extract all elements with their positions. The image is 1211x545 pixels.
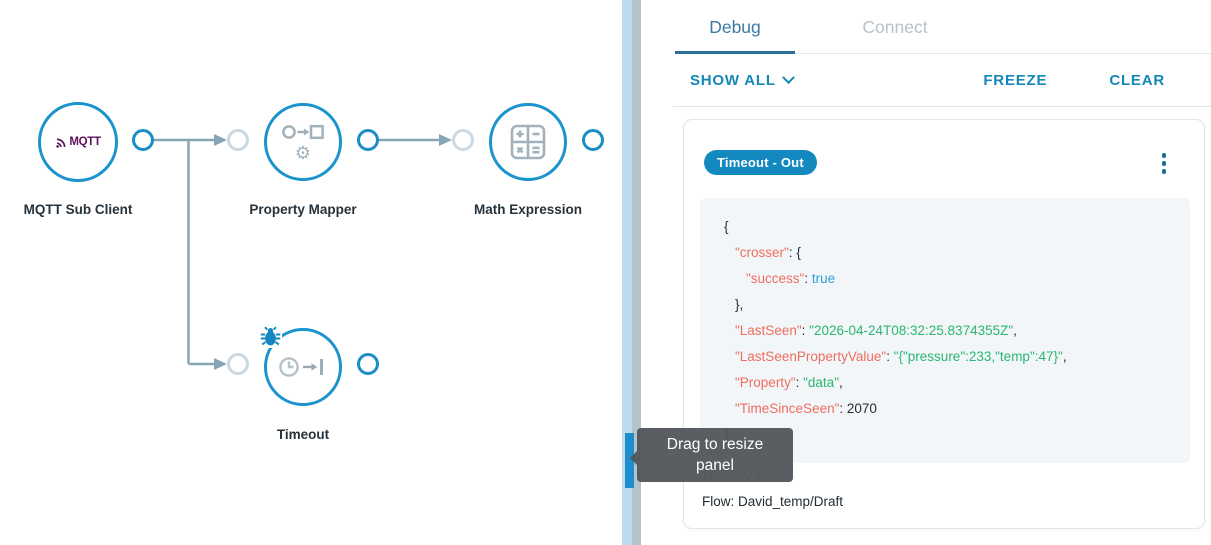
- tooltip-text: Drag to resize panel: [666, 436, 764, 474]
- debug-toolbar: SHOW ALL FREEZE CLEAR: [641, 54, 1211, 107]
- json-line: "Property": "data",: [735, 375, 843, 390]
- flow-canvas[interactable]: MQTT ⚙: [0, 0, 622, 545]
- json-line: {: [724, 219, 729, 234]
- panel-divider-track: [632, 0, 641, 545]
- freeze-button[interactable]: FREEZE: [983, 72, 1048, 89]
- json-line: "success": true: [746, 271, 836, 286]
- node-label-math-expression: Math Expression: [473, 202, 583, 217]
- panel-resize-handle[interactable]: [625, 433, 634, 488]
- json-line: "TimeSinceSeen": 2070: [735, 401, 877, 416]
- input-port-math-expression[interactable]: [452, 129, 474, 151]
- panel-divider: [622, 0, 632, 545]
- svg-text:⚙: ⚙: [295, 143, 311, 164]
- json-line: },: [735, 297, 744, 312]
- json-line: "crosser": {: [735, 245, 801, 260]
- json-payload-viewer[interactable]: { "crosser": { "success": true}, "LastSeen"…: [700, 198, 1190, 463]
- output-port-timeout[interactable]: [357, 353, 379, 375]
- tooltip-arrow-icon: [630, 451, 637, 465]
- active-tab-underline: [675, 51, 795, 54]
- node-mqtt-sub-client[interactable]: MQTT: [38, 102, 118, 182]
- input-port-timeout[interactable]: [227, 353, 249, 375]
- message-source-badge[interactable]: Timeout - Out: [704, 150, 817, 175]
- arrowhead-icon: [214, 134, 227, 146]
- output-port-mqtt[interactable]: [132, 129, 154, 151]
- node-label-timeout: Timeout: [276, 427, 330, 442]
- mqtt-logo-text: MQTT: [69, 136, 101, 148]
- node-property-mapper[interactable]: ⚙: [264, 103, 342, 181]
- wires-layer: [132, 129, 604, 375]
- node-math-expression[interactable]: [489, 103, 567, 181]
- json-line: "LastSeen": "2026-04-24T08:32:25.8374355…: [735, 323, 1017, 338]
- mqtt-logo-icon: MQTT: [55, 136, 101, 149]
- show-all-label: SHOW ALL: [690, 72, 776, 89]
- property-mapper-icon: ⚙: [282, 124, 324, 164]
- math-expression-icon: [510, 124, 546, 160]
- debug-message-card: Timeout - Out { "crosser": { "success": tr…: [683, 119, 1205, 529]
- arrowhead-icon: [439, 134, 452, 146]
- tab-debug[interactable]: Debug: [709, 16, 761, 37]
- timeout-icon: [279, 357, 323, 377]
- drag-to-resize-tooltip: Drag to resize panel: [630, 428, 793, 482]
- output-port-property-mapper[interactable]: [357, 129, 379, 151]
- kebab-menu-icon[interactable]: [1160, 151, 1169, 176]
- chevron-down-icon: [781, 71, 795, 85]
- panel-tabbar: Debug Connect: [641, 0, 1211, 54]
- clear-button[interactable]: CLEAR: [1109, 72, 1165, 89]
- arrowhead-icon: [214, 358, 227, 370]
- wire-mqtt-branch[interactable]: [152, 138, 190, 364]
- mqtt-wave-icon: [56, 138, 66, 148]
- flow-source-label: Flow: David_temp/Draft: [702, 494, 844, 509]
- input-port-property-mapper[interactable]: [227, 129, 249, 151]
- tab-connect[interactable]: Connect: [862, 16, 928, 37]
- output-port-math-expression[interactable]: [582, 129, 604, 151]
- json-line: "LastSeenPropertyValue": "{"pressure":23…: [735, 349, 1067, 364]
- node-label-mqtt-sub-client: MQTT Sub Client: [23, 202, 133, 217]
- show-all-filter-button[interactable]: SHOW ALL: [690, 71, 795, 89]
- tabbar-divider: [675, 53, 1211, 54]
- debug-enabled-bug-icon[interactable]: [259, 325, 282, 348]
- node-label-property-mapper: Property Mapper: [249, 202, 357, 217]
- toolbar-divider: [673, 106, 1211, 107]
